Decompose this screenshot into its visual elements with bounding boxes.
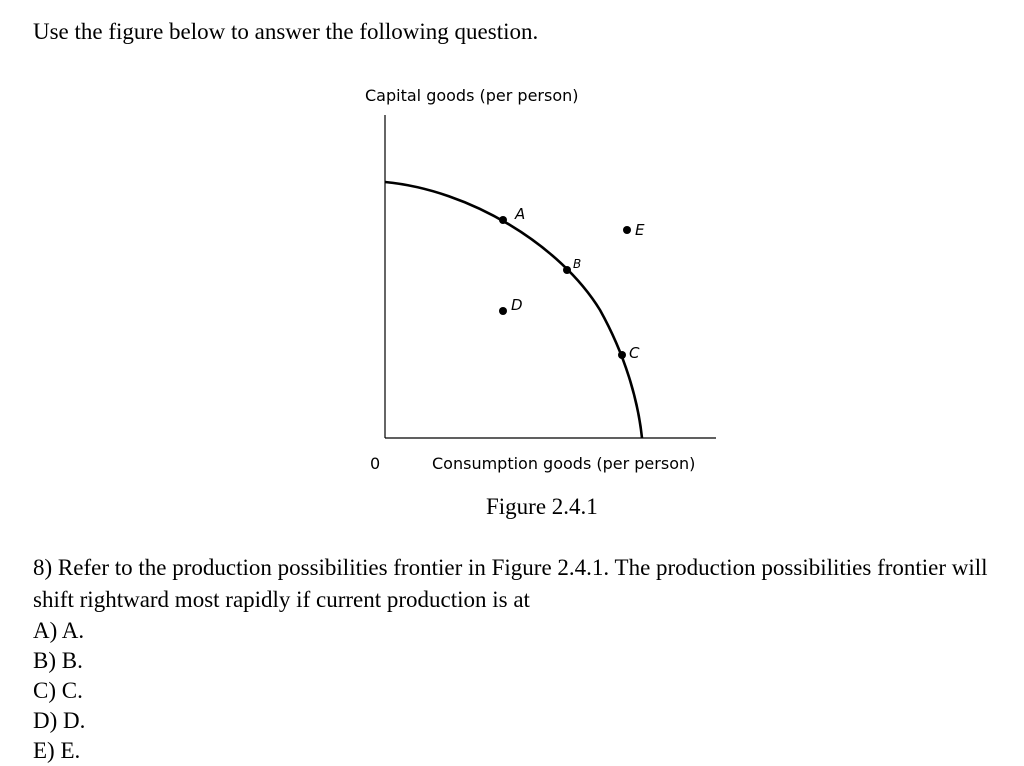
option: C) C. bbox=[33, 678, 83, 703]
point-label: D bbox=[511, 296, 523, 314]
point-dot bbox=[563, 266, 571, 274]
point-dot bbox=[499, 307, 507, 315]
ppf-curve bbox=[384, 180, 644, 439]
point-dot bbox=[618, 351, 626, 359]
point-dot bbox=[499, 216, 507, 224]
origin-label: 0 bbox=[370, 454, 380, 473]
point-label: A bbox=[514, 205, 525, 223]
question: 8) Refer to the production possibilities… bbox=[33, 555, 988, 612]
option: A) A. bbox=[33, 618, 85, 643]
option: E) E. bbox=[33, 738, 81, 763]
x-axis-label: Consumption goods (per person) bbox=[432, 454, 695, 473]
option: D) D. bbox=[33, 708, 86, 733]
point-label: E bbox=[635, 221, 645, 239]
ppf-figure: Capital goods (per person) 0 Consumption… bbox=[365, 86, 716, 473]
option: B) B. bbox=[33, 648, 83, 673]
point-label: B bbox=[573, 257, 581, 271]
point-label: C bbox=[629, 344, 640, 362]
intro: Use the figure below to answer the follo… bbox=[33, 19, 539, 44]
figure-caption: Figure 2.4.1 bbox=[486, 494, 598, 519]
point-dot bbox=[623, 226, 631, 234]
y-axis-label: Capital goods (per person) bbox=[365, 86, 579, 105]
